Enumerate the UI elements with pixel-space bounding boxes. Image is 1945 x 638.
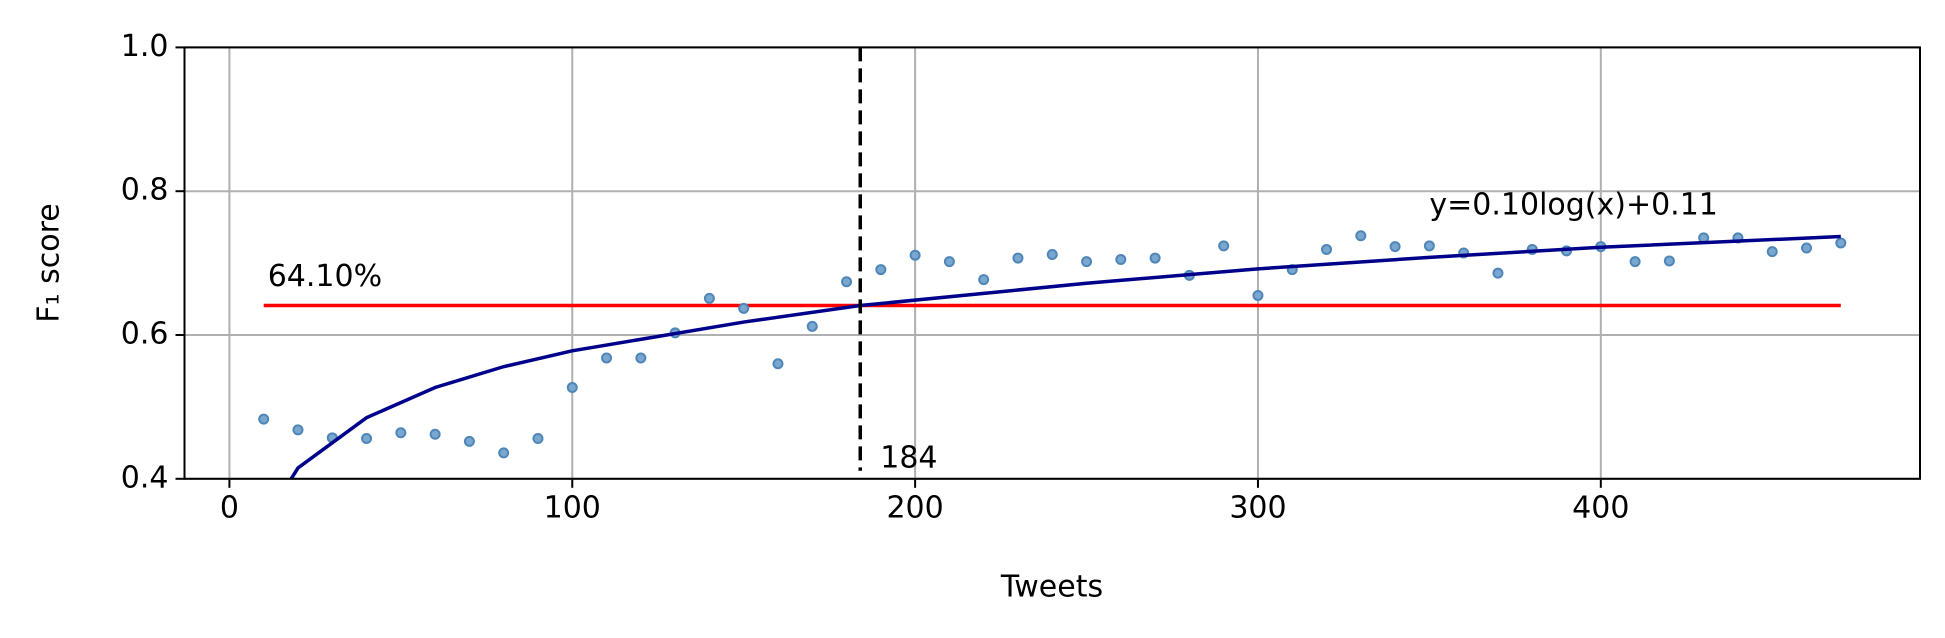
x-tick-label: 300	[1229, 490, 1286, 525]
x-tick-label: 400	[1572, 490, 1629, 525]
point	[1012, 252, 1024, 264]
point	[1046, 248, 1058, 260]
point	[806, 320, 818, 332]
point	[1801, 242, 1813, 254]
x-tick-label: 100	[544, 490, 601, 525]
point	[532, 433, 544, 445]
point	[1835, 237, 1847, 249]
point	[1355, 230, 1367, 242]
point	[463, 435, 475, 447]
point	[566, 381, 578, 393]
point	[1149, 252, 1161, 264]
point	[1663, 255, 1675, 267]
point	[943, 256, 955, 268]
point	[841, 276, 853, 288]
point	[292, 424, 304, 436]
point	[1252, 289, 1264, 301]
point	[395, 427, 407, 439]
point	[258, 413, 270, 425]
vertical-line-label: 184	[880, 440, 937, 475]
point	[772, 358, 784, 370]
point	[1423, 240, 1435, 252]
x-axis-label: Tweets	[1000, 570, 1103, 605]
y-tick-label: 0.4	[121, 460, 169, 495]
point	[1115, 254, 1127, 266]
point	[1321, 243, 1333, 255]
point	[429, 428, 441, 440]
point	[1492, 267, 1504, 279]
point	[1766, 246, 1778, 258]
x-tick-label: 0	[220, 490, 239, 525]
point	[1389, 241, 1401, 253]
point	[361, 433, 373, 445]
point	[909, 249, 921, 261]
point	[703, 292, 715, 304]
y-tick-label: 0.6	[121, 317, 169, 352]
fit-curve	[289, 234, 1841, 480]
x-tick-label: 200	[886, 490, 943, 525]
point	[978, 274, 990, 286]
point	[601, 352, 613, 364]
plot-frame	[183, 46, 1921, 480]
y-tick-label: 0.8	[121, 173, 169, 208]
point	[1629, 256, 1641, 268]
point	[1218, 240, 1230, 252]
fit-annotation: y=0.10log(x)+0.11	[1429, 188, 1718, 223]
point	[635, 352, 647, 364]
point	[875, 264, 887, 276]
point	[738, 302, 750, 314]
threshold-label: 64.10%	[268, 259, 382, 294]
point	[498, 447, 510, 459]
y-tick-label: 1.0	[121, 29, 169, 64]
y-axis-label: F₁ score	[32, 203, 67, 322]
point	[1081, 256, 1093, 268]
